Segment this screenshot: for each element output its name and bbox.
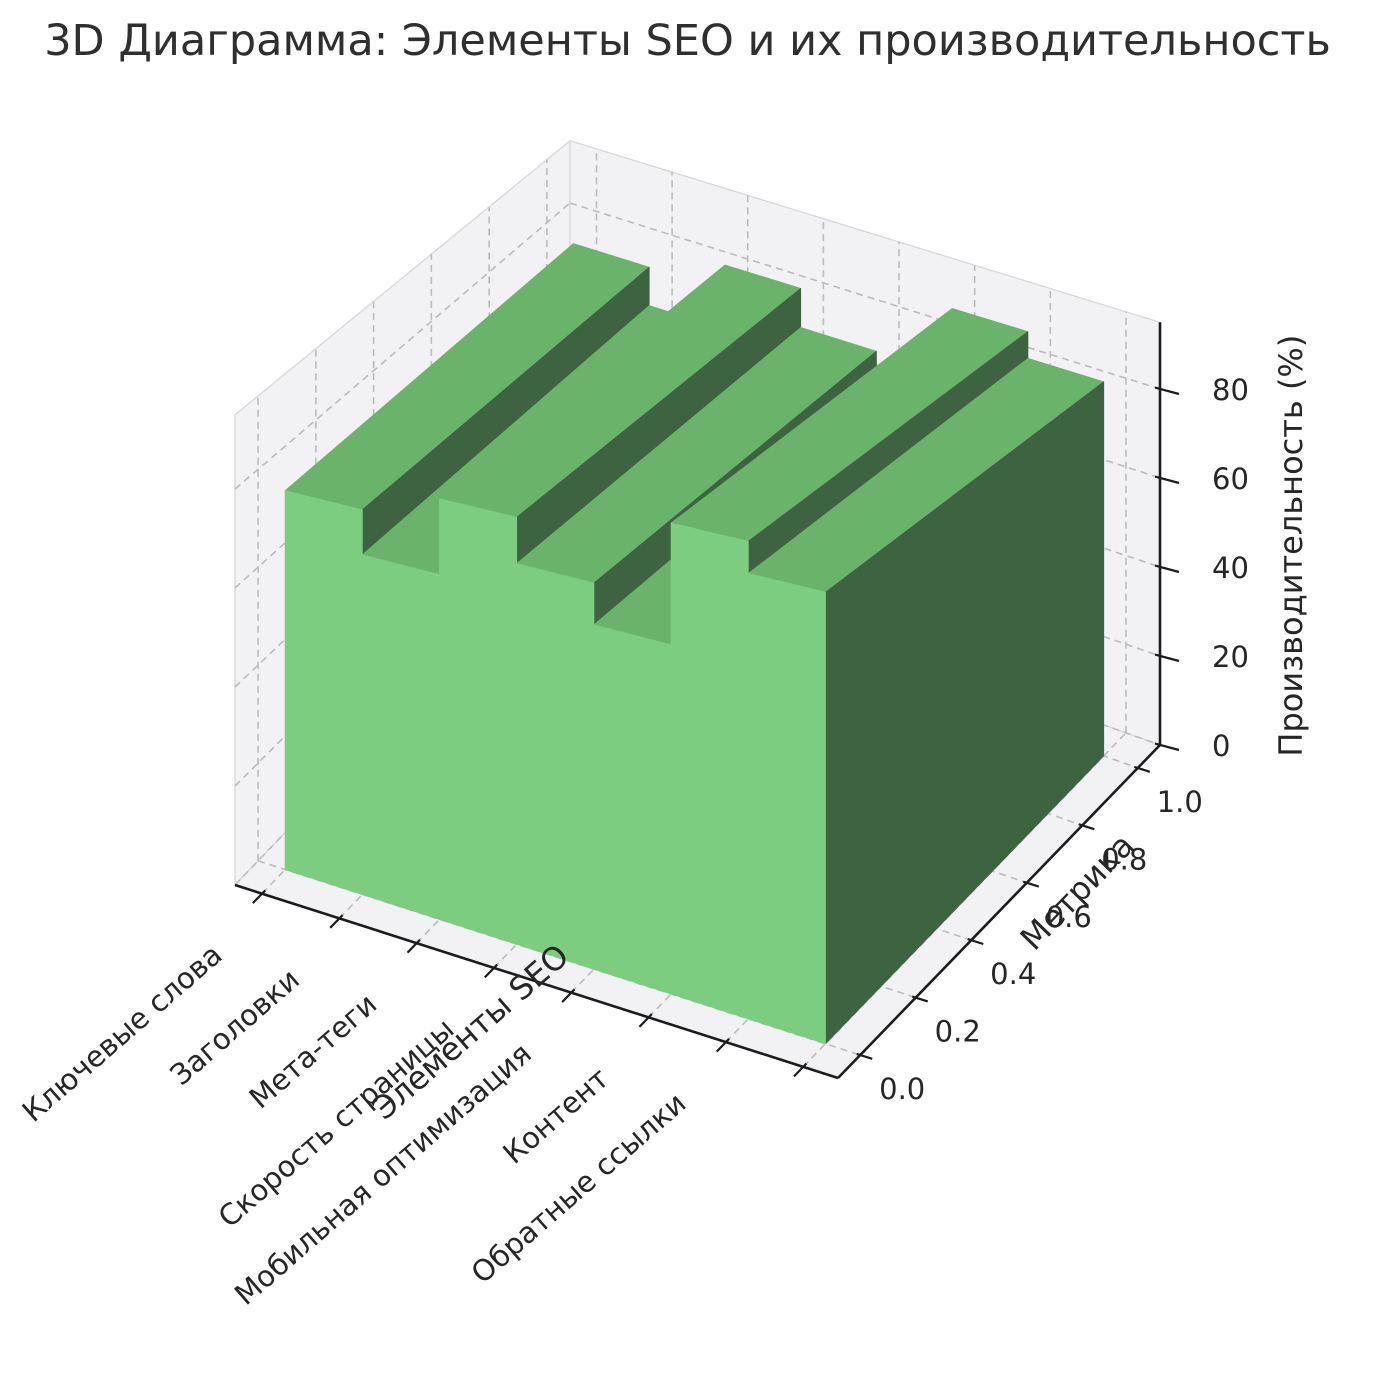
bar-0-front-face: [284, 490, 363, 895]
z-tick: [1154, 386, 1180, 396]
bar-5-front-face: [670, 522, 749, 1020]
x-tick: [406, 939, 421, 954]
grid-z-left: [234, 202, 571, 490]
z-tick: [1154, 564, 1180, 574]
z-tick-label: 80: [1212, 373, 1249, 407]
x-tick-label: Ключевые слова: [16, 937, 229, 1128]
y-tick-label: 1.0: [1157, 785, 1203, 819]
x-tick: [483, 963, 498, 979]
bar-2-front-face: [439, 498, 518, 945]
x-tick: [715, 1038, 730, 1053]
y-tick: [1078, 823, 1095, 831]
y-tick-label: 0.2: [935, 1015, 981, 1049]
y-tick: [1133, 765, 1151, 773]
x-tick: [793, 1062, 808, 1078]
z-axis-label: Производительность (%): [1272, 335, 1310, 757]
x-tick: [252, 889, 267, 904]
chart-title: 3D Диаграмма: Элементы SEO и их производ…: [44, 16, 1331, 66]
bar-4-front-face: [593, 624, 672, 995]
y-tick: [967, 938, 984, 946]
bar-6-front-face: [747, 573, 826, 1045]
y-axis-line: [837, 744, 1161, 1079]
z-tick: [1154, 475, 1180, 485]
y-tick: [1022, 880, 1040, 888]
y-tick-label: 0.0: [879, 1072, 925, 1106]
z-tick-label: 60: [1212, 462, 1249, 496]
y-tick: [911, 995, 929, 1003]
y-tick-label: 0.4: [990, 957, 1036, 991]
x-tick: [638, 1013, 653, 1028]
bar-3-front-face: [516, 563, 595, 970]
y-tick: [856, 1052, 873, 1060]
z-tick-label: 0: [1212, 729, 1230, 763]
y-tick-label: 0.8: [1101, 842, 1147, 876]
z-tick-label: 40: [1212, 551, 1249, 585]
x-axis-line: [234, 883, 839, 1080]
y-tick-label: 0.6: [1046, 900, 1092, 934]
z-tick: [1154, 653, 1180, 663]
z-tick: [1154, 742, 1180, 752]
x-tick: [561, 988, 576, 1003]
z-tick-label: 20: [1212, 640, 1249, 674]
x-tick: [329, 914, 344, 929]
bar-1-front-face: [361, 554, 440, 920]
